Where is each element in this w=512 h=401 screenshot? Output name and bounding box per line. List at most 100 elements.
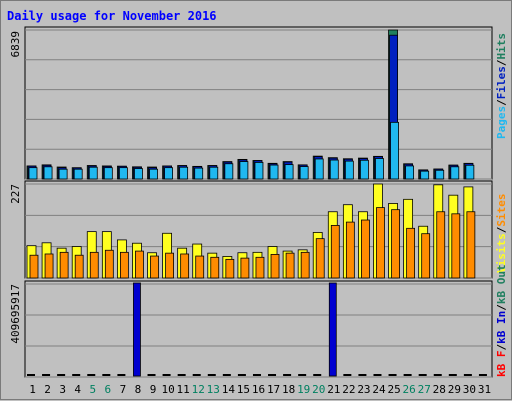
legend-entry: /: [495, 344, 508, 351]
bar-kb-out: [388, 374, 397, 376]
bar-sites: [285, 252, 295, 279]
bar-kb-out: [252, 374, 261, 376]
bar-kb-out: [283, 374, 292, 376]
bar-pages: [420, 170, 430, 180]
bar-sites: [135, 250, 144, 279]
chart-title: Daily usage for November 2016: [7, 9, 217, 23]
bar-pages: [344, 160, 354, 180]
bar-kb-out: [373, 374, 382, 376]
bar-pages: [28, 167, 38, 180]
x-tick-label: 28: [433, 383, 446, 396]
x-tick-label: 16: [252, 383, 265, 396]
x-tick-label: 25: [387, 383, 400, 396]
bar-pages: [375, 158, 384, 180]
x-tick-label: 6: [105, 383, 112, 396]
bar-sites: [330, 225, 340, 279]
bar-sites: [180, 253, 190, 279]
bar-sites: [376, 207, 385, 279]
bar-pages: [164, 167, 173, 180]
bar-sites: [225, 258, 235, 279]
bar-pages: [149, 168, 158, 180]
bar-sites: [315, 238, 325, 279]
x-tick-label: 5: [89, 383, 96, 396]
x-tick-label: 12: [192, 383, 205, 396]
bar-pages: [88, 166, 98, 180]
bar-kb-out: [117, 374, 126, 376]
bar-sites: [345, 221, 355, 279]
bar-sites: [361, 219, 370, 279]
bar-sites: [451, 213, 461, 279]
x-tick-label: 27: [418, 383, 431, 396]
legend-entry: kB In: [495, 311, 508, 344]
bar-sites: [255, 256, 265, 279]
bar-kb-out: [222, 374, 231, 376]
bar-sites: [119, 251, 129, 279]
bar-sites: [391, 209, 400, 279]
x-tick-label: 1: [29, 383, 36, 396]
bar-kb-out: [268, 374, 277, 376]
bar-pages: [329, 159, 339, 180]
legend-entry: kB F: [495, 351, 508, 378]
legend-entry: /: [495, 59, 508, 66]
bar-kb-out: [343, 374, 352, 376]
x-tick-label: 24: [372, 383, 386, 396]
bar-pages: [73, 168, 83, 180]
bar-kb-out: [478, 374, 487, 376]
legend-entry: /: [495, 304, 508, 311]
bar-sites: [29, 254, 39, 279]
x-tick-label: 2: [44, 383, 51, 396]
legend-entry: kB Out: [495, 264, 508, 304]
x-tick-label: 18: [282, 383, 295, 396]
y-max-label-1: 6839: [9, 31, 22, 58]
bar-pages: [179, 166, 189, 180]
bar-sites: [74, 254, 84, 279]
bar-pages: [209, 166, 219, 180]
bar-kb-out: [358, 374, 367, 376]
legend-entry: /: [495, 226, 508, 233]
bar-pages: [390, 121, 399, 180]
y-max-label-2: 227: [9, 184, 22, 204]
bar-sites: [44, 253, 54, 279]
bar-pages: [299, 166, 309, 180]
bar-sites: [270, 253, 280, 279]
x-tick-label: 8: [135, 383, 142, 396]
legend-entry: Sites: [495, 194, 508, 227]
x-tick-label: 26: [403, 383, 416, 396]
bar-sites: [89, 251, 99, 279]
x-tick-label: 14: [222, 383, 236, 396]
bar-sites: [240, 257, 250, 279]
legend-entry: Visits: [495, 233, 508, 273]
legend-hits-files-pages: Pages/Files/Hits: [495, 33, 508, 139]
y-max-label-3: 409695917: [9, 284, 22, 344]
x-tick-label: 22: [342, 383, 355, 396]
bar-sites: [421, 233, 431, 279]
bar-pages: [134, 168, 143, 180]
x-tick-label: 17: [267, 383, 280, 396]
bar-kb-out: [313, 374, 322, 376]
bar-pages: [254, 162, 264, 180]
bar-kb-out: [433, 374, 442, 376]
bar-kb-out: [237, 374, 246, 376]
bar-kb-in: [133, 282, 141, 377]
bar-kb-out: [192, 374, 201, 376]
bar-pages: [194, 167, 204, 180]
x-tick-label: 30: [463, 383, 476, 396]
bar-kb-out: [72, 374, 81, 376]
legend-entry: /: [495, 99, 508, 106]
bar-sites: [104, 249, 114, 279]
bar-sites: [59, 251, 69, 279]
bar-sites: [210, 256, 220, 279]
bar-pages: [269, 164, 279, 180]
bar-kb-out: [418, 374, 427, 376]
bar-kb-out: [403, 374, 412, 376]
bar-pages: [284, 164, 294, 180]
bar-pages: [465, 164, 475, 180]
x-tick-label: 31: [478, 383, 491, 396]
bar-kb-out: [147, 374, 156, 376]
bar-sites: [406, 227, 416, 279]
bar-pages: [450, 166, 460, 180]
bar-pages: [224, 163, 234, 180]
bar-kb-out: [57, 374, 66, 376]
x-tick-label: 15: [237, 383, 250, 396]
bar-kb-out: [27, 374, 35, 376]
